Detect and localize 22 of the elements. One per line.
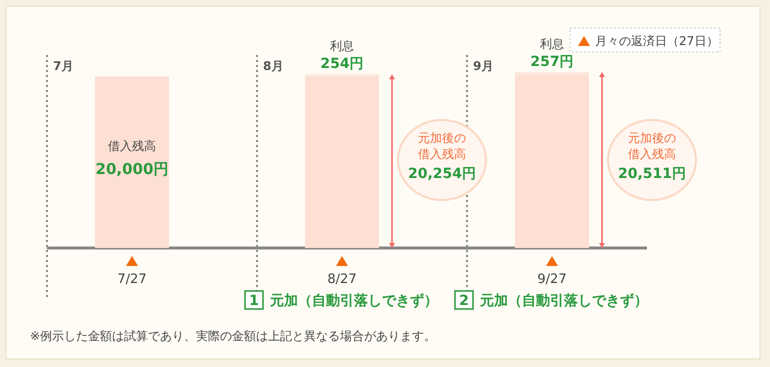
text: 月々の返済日（27日） — [595, 34, 718, 48]
text: 利息 — [540, 37, 564, 51]
annotation: 8月 — [263, 59, 284, 73]
total-label: 20,511円 — [618, 166, 686, 182]
text: 元加（自動引落しできず） — [269, 293, 438, 309]
text: 2 — [459, 293, 469, 309]
annotation: 元加後の借入残高 — [418, 131, 466, 161]
data-label: 20,000円 — [96, 160, 168, 178]
annotation: 9月 — [473, 59, 494, 73]
text: 元加（自動引落しできず） — [479, 293, 648, 309]
total-label: 20,254円 — [408, 166, 476, 182]
data-label: 254円 — [320, 56, 364, 72]
x-tick-label: 9/27 — [537, 272, 567, 287]
series-label: 借入残高 — [108, 139, 156, 154]
text: 1 — [249, 293, 259, 309]
x-tick-label: 7/27 — [117, 272, 147, 287]
series-label: 利息 — [330, 39, 354, 54]
x-tick-label: 8/27 — [327, 272, 357, 287]
data-label: 257円 — [530, 54, 574, 70]
annotation: 7月 — [53, 59, 74, 73]
annotation: 元加後の借入残高 — [628, 131, 676, 161]
text: ※例示した金額は試算であり、実際の金額は上記と異なる場合があります。 — [30, 329, 436, 343]
